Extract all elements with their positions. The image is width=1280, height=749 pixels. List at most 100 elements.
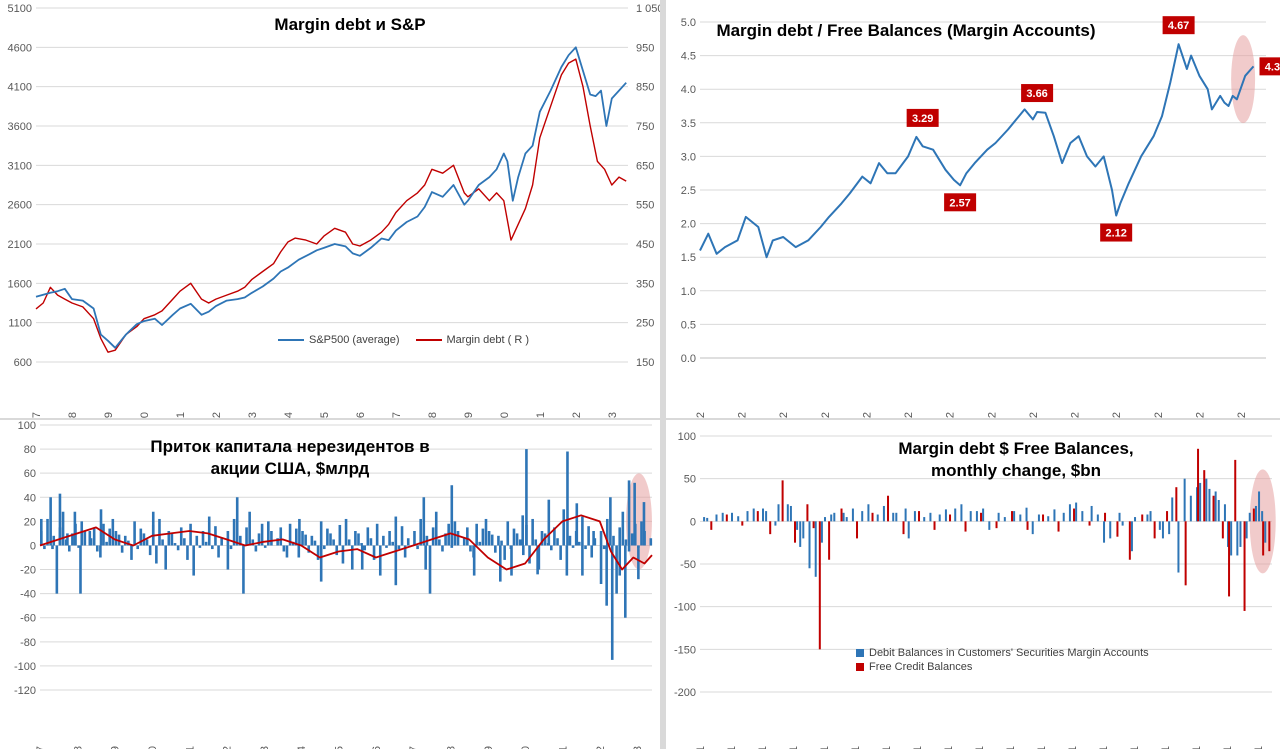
chart-2-y-tick-label: 4.5 <box>681 51 696 63</box>
bar <box>997 512 1000 522</box>
bar <box>777 504 780 522</box>
chart-2-x-tick-label: 2019-02 <box>1070 412 1082 418</box>
bar <box>547 499 551 546</box>
bar-free-credit <box>1252 508 1255 522</box>
chart-3-y-tick-label: -100 <box>14 661 36 673</box>
bar <box>478 541 482 546</box>
bar-debit <box>1146 514 1149 522</box>
bar <box>1245 521 1248 539</box>
bar <box>913 511 916 522</box>
bar <box>475 523 478 546</box>
chart-4-y-tick-label: -100 <box>674 602 696 614</box>
chart-4-x-tick-label: 2012-01 <box>912 746 924 749</box>
bar <box>543 533 547 546</box>
chart-2-y-tick-label: 2.0 <box>681 219 696 231</box>
chart-4-title: Margin debt $ Free Balances, monthly cha… <box>898 439 1134 480</box>
bar <box>201 531 205 546</box>
bar <box>195 535 199 546</box>
bar-debit <box>1264 521 1267 543</box>
bar <box>982 508 985 522</box>
chart-1-legend: S&P500 (average) Margin debt ( R ) <box>278 334 529 348</box>
bar <box>71 533 74 546</box>
bar <box>123 535 127 546</box>
bar-free-credit <box>871 512 874 522</box>
bar <box>58 493 62 546</box>
bar <box>295 528 298 546</box>
chart-4-x-tick-label: 2009-01 <box>819 746 831 749</box>
bar <box>944 509 947 522</box>
chart-4-y-tick-label: 50 <box>684 474 696 486</box>
bar <box>161 539 164 546</box>
bar <box>313 540 317 546</box>
series-line-ratio <box>699 43 1255 259</box>
bar <box>151 511 155 546</box>
bar-debit <box>1177 521 1180 573</box>
bar <box>851 508 854 522</box>
bar-free-credit <box>769 521 772 535</box>
bar <box>155 545 158 564</box>
chart-2-x-tick-label: 2023-02 <box>1236 412 1248 418</box>
chart-2-y-tick-label: 3.5 <box>681 118 696 130</box>
bar <box>46 518 49 546</box>
bar <box>360 545 364 570</box>
bar <box>587 526 590 546</box>
chart-3-x-tick-label: 01-2019 <box>483 746 495 749</box>
bar-debit <box>762 508 765 522</box>
bar <box>1068 504 1071 522</box>
bar <box>503 545 506 560</box>
chart-3-x-tick-label: 01-2008 <box>72 746 84 749</box>
chart-2-x-tick-label: 2012-02 <box>778 412 790 418</box>
bar <box>1254 505 1257 522</box>
bar <box>802 521 805 539</box>
bar <box>220 538 223 546</box>
chart-1-x-tick-label: 01-2017 <box>391 412 403 418</box>
bar-free-credit <box>949 514 952 522</box>
chart-1-y-left-tick-label: 4100 <box>8 82 32 94</box>
bar <box>363 545 367 551</box>
bar <box>83 531 87 546</box>
chart-4-x-tick-label: 2010-01 <box>850 746 862 749</box>
bar <box>51 545 54 550</box>
bar <box>145 539 149 546</box>
bar-debit <box>969 511 972 522</box>
data-label: 4.34 <box>1265 61 1280 73</box>
data-label-box <box>906 108 939 127</box>
series-line-sp500 <box>35 46 627 349</box>
bar-free-credit <box>933 521 936 530</box>
bar <box>830 514 833 522</box>
bar <box>466 527 469 546</box>
bar <box>413 531 416 546</box>
legend-label-debit: Debit Balances in Customers' Securities … <box>869 647 1149 659</box>
chart-2-x-tick-label: 2017-02 <box>986 412 998 418</box>
bar <box>1118 512 1121 522</box>
bar <box>179 527 183 546</box>
chart-1-y-right-tick-label: 350 <box>636 278 654 290</box>
bar-debit <box>861 511 864 522</box>
data-label: 2.12 <box>1105 228 1126 240</box>
chart-4-x-tick-label: 2014-01 <box>974 746 986 749</box>
bar-free-credit <box>1184 521 1187 586</box>
bar <box>424 545 427 570</box>
chart-1-x-tick-label: 01-2013 <box>247 412 259 418</box>
bar <box>721 512 724 522</box>
bar <box>453 521 457 546</box>
bar <box>1236 521 1239 556</box>
bar <box>592 531 595 546</box>
bar <box>540 531 544 546</box>
bar <box>332 539 335 546</box>
bar <box>226 545 230 570</box>
bar <box>276 538 279 546</box>
chart-2-y-tick-label: 3.0 <box>681 151 696 163</box>
bar-free-credit <box>1221 521 1224 539</box>
chart-2-title: Margin debt / Free Balances (Margin Acco… <box>716 21 1096 40</box>
bar <box>484 518 488 546</box>
bar-debit <box>1168 521 1171 535</box>
bar-free-credit <box>1116 521 1119 537</box>
bar <box>322 545 326 550</box>
bar <box>192 545 195 576</box>
bar <box>105 541 108 546</box>
legend-swatch-margin-debt <box>415 339 442 341</box>
chart-3-y-tick-label: 40 <box>24 492 36 504</box>
bar <box>1090 505 1093 522</box>
bar <box>95 545 99 552</box>
